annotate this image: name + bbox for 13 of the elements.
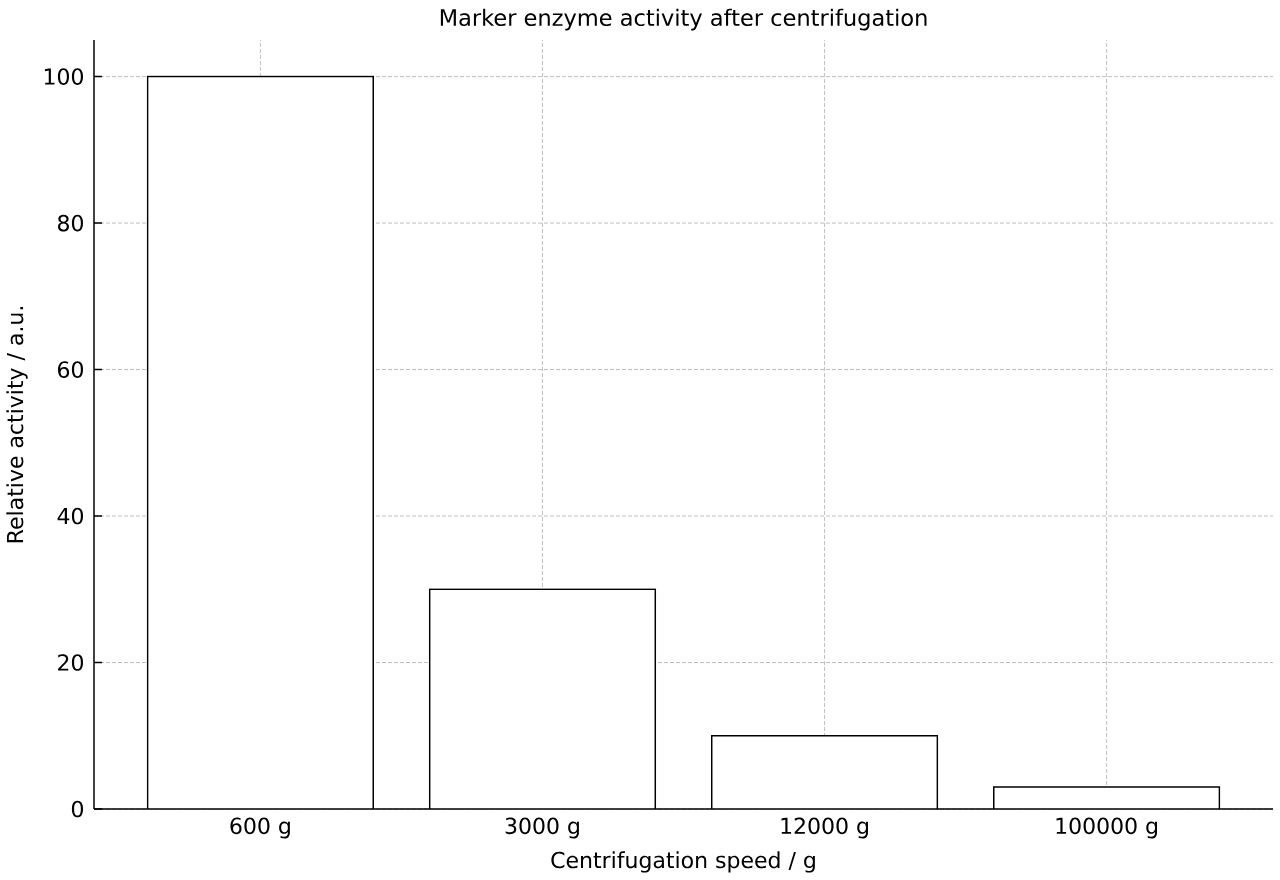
x-axis-title: Centrifugation speed / g (551, 851, 815, 873)
x-tick-label: 3000 g (505, 817, 579, 839)
y-tick-label: 100 (44, 68, 83, 85)
y-tick-label: 40 (57, 507, 83, 525)
y-tick-label: 60 (58, 361, 83, 378)
y-tick-label: 80 (57, 214, 83, 232)
y-tick-label: 20 (58, 654, 83, 671)
chart-title: Marker enzyme activity after centrifugation (440, 8, 927, 31)
y-tick-label: 0 (71, 800, 84, 818)
x-tick-label: 12000 g (781, 817, 868, 839)
y-axis-title: Relative activity / a.u. (6, 307, 28, 543)
x-tick-label: 600 g (230, 817, 290, 839)
x-tick-label: 100000 g (1056, 817, 1158, 839)
